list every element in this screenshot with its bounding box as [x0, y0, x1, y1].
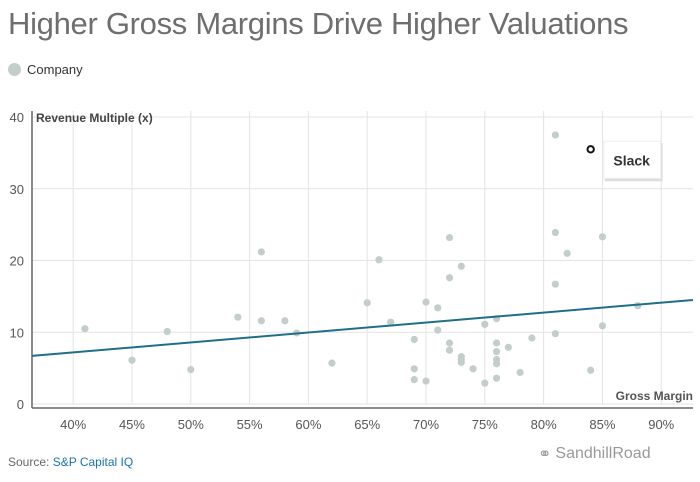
- tooltip-box: [603, 140, 662, 179]
- scatter-chart: 40% 45% 50% 55% 60% 65% 70% 75% 80% 85% 90% 0 10 20 30…: [10, 110, 694, 432]
- x-tick-label: 85%: [589, 417, 615, 432]
- data-point: [457, 262, 465, 270]
- data-point: [598, 233, 607, 241]
- source-prefix: Source:: [8, 455, 53, 469]
- data-point: [587, 366, 595, 374]
- data-point: [257, 248, 265, 256]
- wechat-icon: ⚭: [538, 446, 552, 463]
- x-tick-label: 80%: [531, 417, 557, 432]
- data-point: [434, 326, 442, 334]
- x-tick-label: 40%: [60, 417, 86, 432]
- data-point: [481, 379, 489, 387]
- data-point: [281, 317, 289, 325]
- data-point: [410, 335, 418, 344]
- data-point: [375, 256, 383, 264]
- y-tick-label: 40: [10, 110, 24, 125]
- data-point: [434, 304, 442, 312]
- data-point: [328, 359, 336, 367]
- y-tick-label: 30: [10, 182, 24, 197]
- data-point: [445, 274, 454, 282]
- data-point: [504, 343, 512, 351]
- y-axis-label: Revenue Multiple (x): [36, 111, 153, 125]
- data-point: [387, 318, 395, 326]
- watermark-text: SandhillRoad: [555, 445, 651, 462]
- data-point: [551, 330, 559, 338]
- data-point: [163, 327, 171, 336]
- highlight-point: [586, 145, 595, 154]
- data-point: [187, 365, 195, 374]
- tooltip-label: Slack: [613, 152, 650, 168]
- source-link[interactable]: S&P Capital IQ: [52, 455, 134, 469]
- x-tick-label: 90%: [648, 417, 674, 432]
- data-point: [516, 368, 524, 377]
- x-tick-label: 45%: [119, 417, 145, 432]
- trend-line: [31, 298, 694, 357]
- y-tick-label: 10: [10, 325, 24, 340]
- y-tick-label: 20: [10, 254, 24, 269]
- data-point: [492, 348, 501, 356]
- data-point: [234, 313, 242, 321]
- data-point: [469, 365, 477, 373]
- data-point: [481, 320, 489, 328]
- legend: Company: [8, 62, 83, 77]
- data-point: [551, 228, 559, 237]
- data-point: [410, 365, 418, 373]
- x-tick-label: 60%: [295, 417, 321, 432]
- data-point: [598, 322, 607, 330]
- data-point: [457, 358, 465, 366]
- data-point: [528, 334, 536, 342]
- source-note: Source: S&P Capital IQ: [8, 455, 133, 469]
- data-point: [445, 233, 454, 242]
- data-point: [551, 131, 559, 139]
- data-point: [445, 339, 454, 347]
- data-point: [445, 346, 454, 354]
- data-point: [257, 317, 265, 325]
- legend-dot-icon: [8, 63, 21, 76]
- legend-label: Company: [27, 62, 83, 77]
- data-point: [422, 298, 430, 306]
- data-point: [551, 280, 559, 288]
- data-point: [128, 356, 136, 364]
- data-point: [563, 249, 571, 257]
- x-axis-label: Gross Margin: [616, 389, 693, 403]
- x-tick-label: 50%: [178, 417, 204, 432]
- chart-title: Higher Gross Margins Drive Higher Valuat…: [8, 6, 629, 41]
- data-point: [492, 374, 501, 382]
- data-point: [492, 339, 501, 347]
- data-point: [422, 377, 430, 385]
- watermark: ⚭ SandhillRoad: [538, 444, 651, 464]
- x-tick-label: 70%: [413, 417, 439, 432]
- data-point: [363, 299, 371, 307]
- x-tick-label: 65%: [354, 417, 380, 432]
- data-point: [81, 325, 89, 333]
- y-tick-label: 0: [17, 397, 24, 412]
- x-tick-label: 55%: [237, 417, 263, 432]
- x-tick-label: 75%: [472, 417, 498, 432]
- data-point: [492, 360, 501, 368]
- data-point: [410, 376, 418, 384]
